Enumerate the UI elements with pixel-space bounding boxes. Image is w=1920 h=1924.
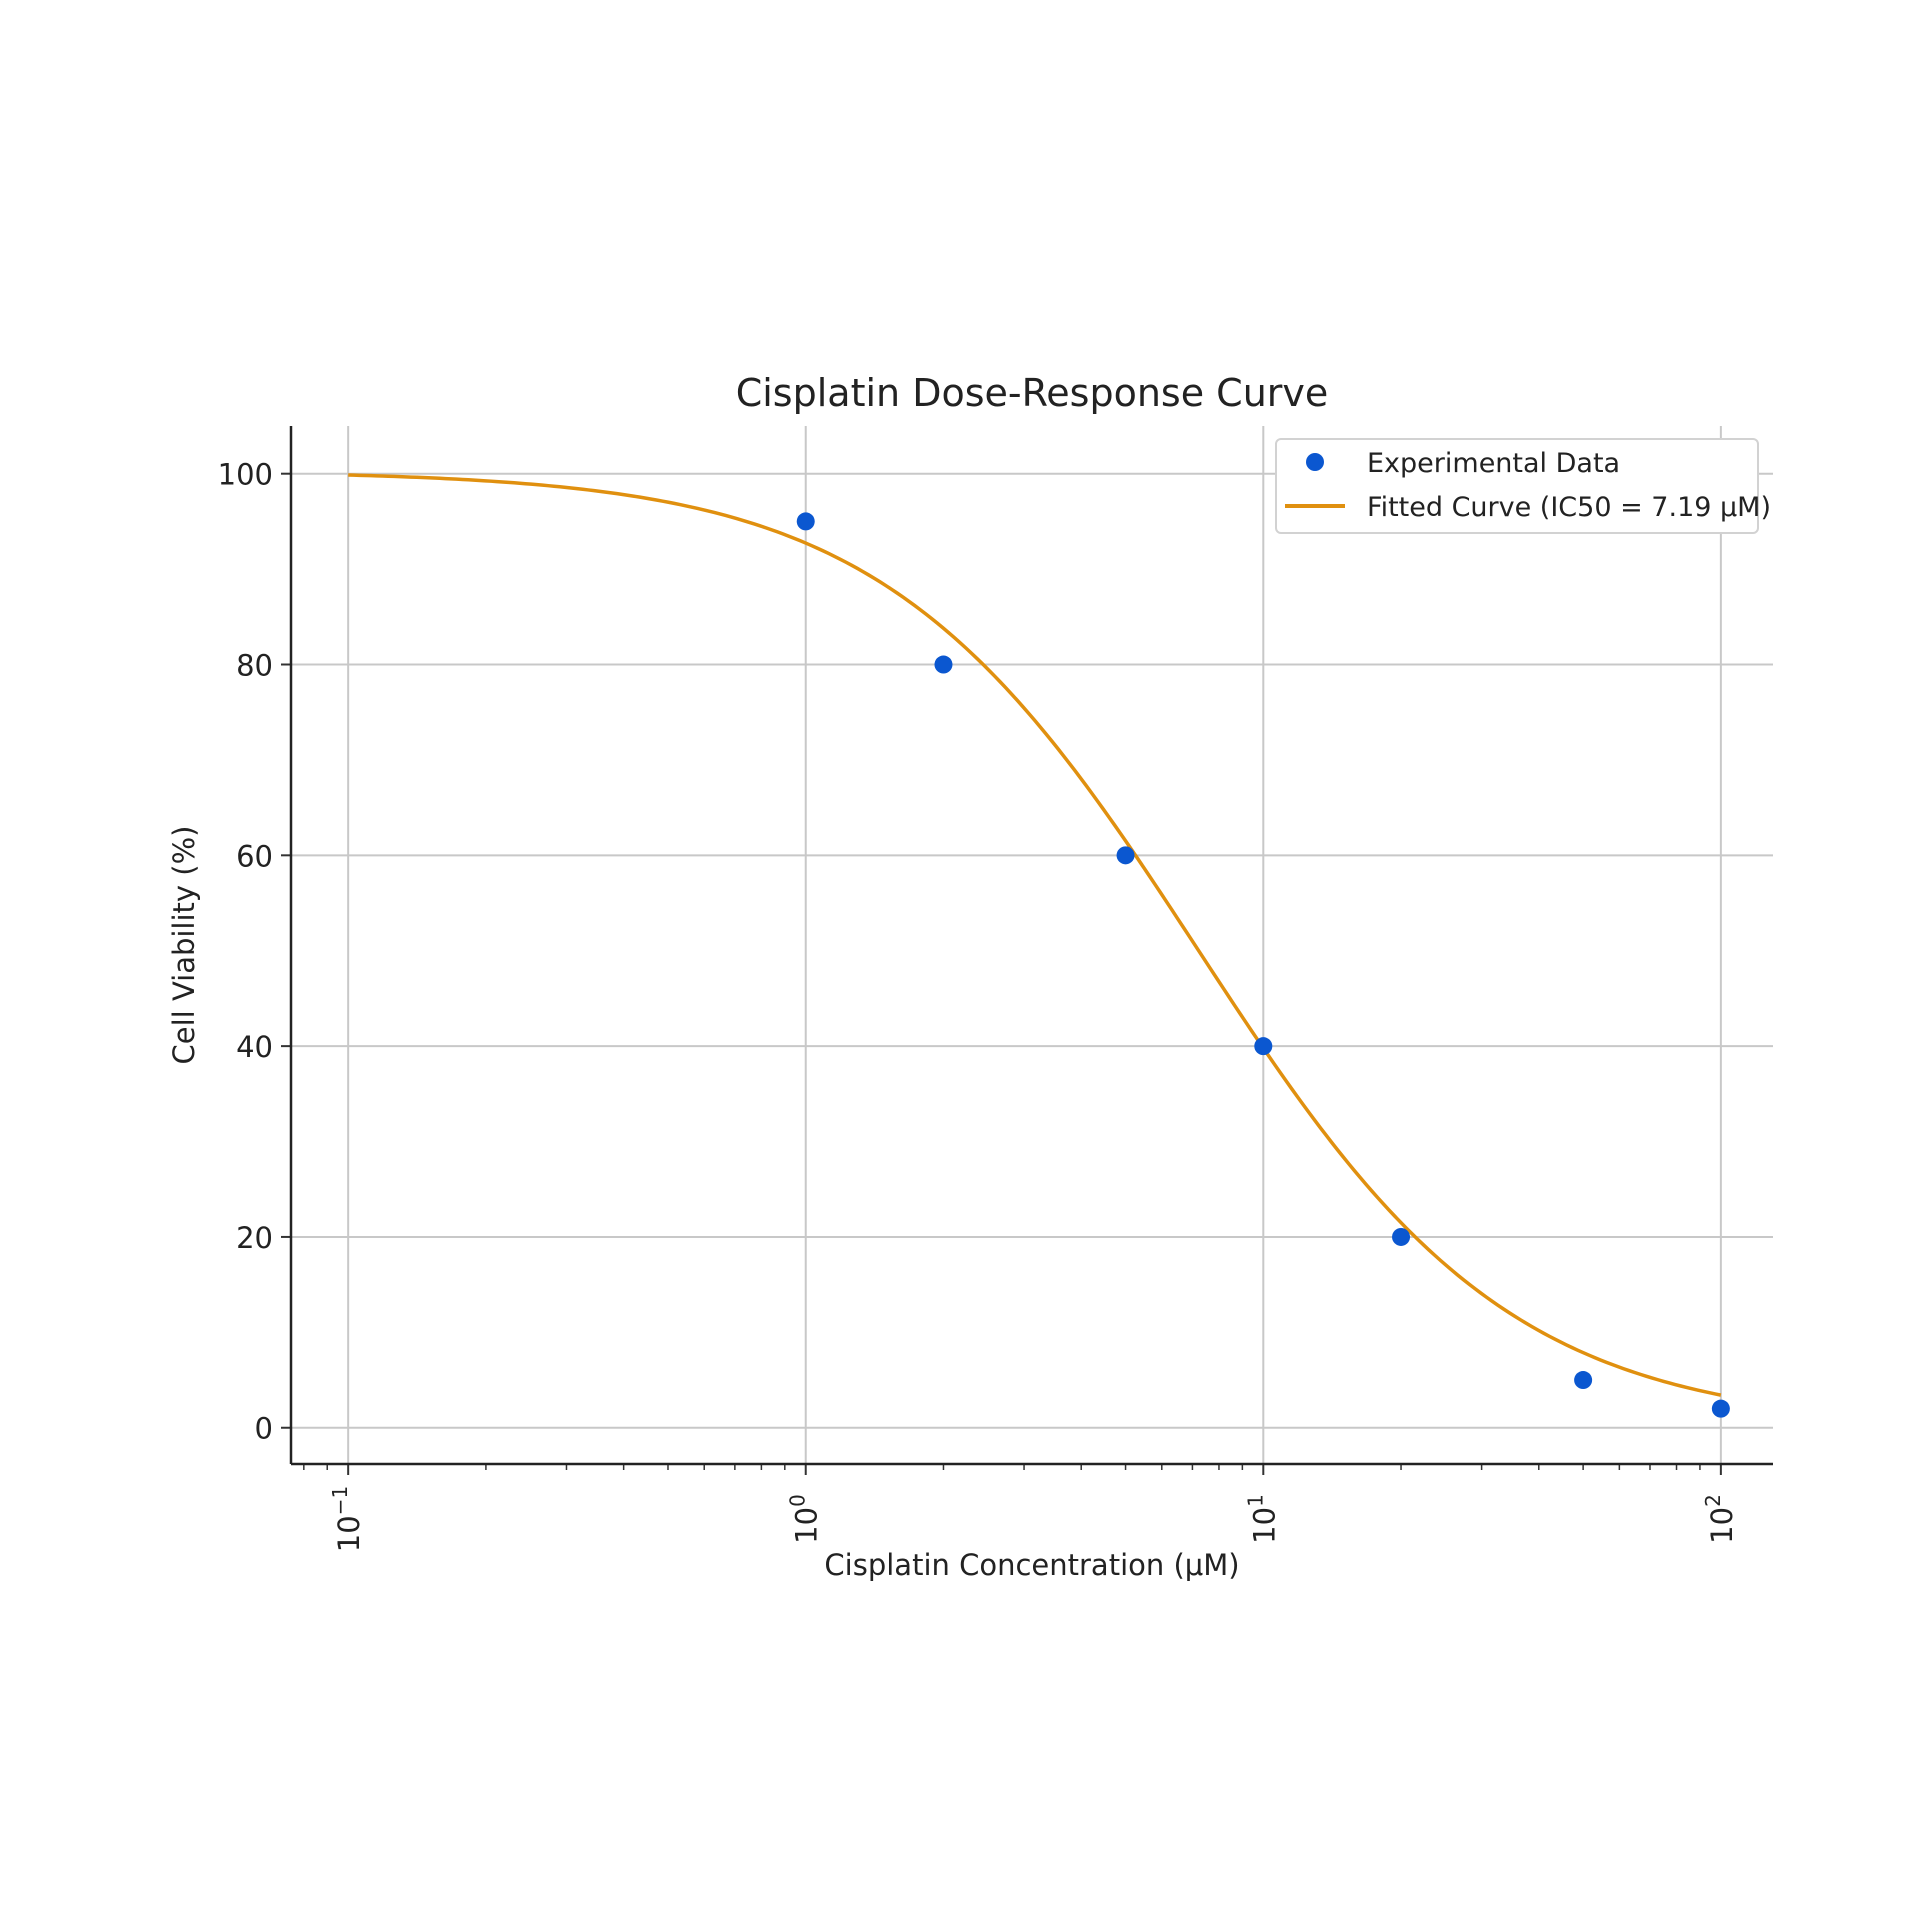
y-tick-label: 60 (236, 839, 273, 873)
y-tick-label: 20 (236, 1221, 273, 1255)
data-point (1254, 1037, 1273, 1056)
y-tick-label: 40 (236, 1030, 273, 1064)
x-tick-label: 101 (1243, 1494, 1281, 1544)
legend-marker-experimental-data (1306, 453, 1324, 471)
y-tick-label: 80 (236, 649, 273, 683)
data-point (1392, 1227, 1411, 1246)
legend-label-fitted-curve: Fitted Curve (IC50 = 7.19 μM) (1367, 492, 1771, 523)
data-point (1574, 1371, 1593, 1390)
x-tick-label: 102 (1701, 1494, 1739, 1544)
y-tick-label: 0 (255, 1412, 273, 1446)
y-axis-label: Cell Viability (%) (167, 826, 201, 1065)
x-axis-label: Cisplatin Concentration (μM) (824, 1548, 1239, 1582)
grid-layer (291, 426, 1773, 1464)
fitted-curve-line (348, 473, 1722, 1397)
data-point (934, 655, 953, 674)
chart-title: Cisplatin Dose-Response Curve (736, 371, 1329, 415)
y-tick-label: 100 (218, 458, 273, 492)
x-tick-label: 100 (786, 1494, 824, 1544)
axis-layer (281, 426, 1773, 1475)
curve-layer (348, 473, 1722, 1397)
points-layer (796, 512, 1730, 1418)
legend-label-experimental-data: Experimental Data (1367, 448, 1620, 479)
data-point (1116, 846, 1135, 865)
legend: Experimental Data Fitted Curve (IC50 = 7… (1275, 438, 1771, 534)
tick-label-layer: 0 20 40 60 80 100 10−1 100 101 102 (218, 458, 1739, 1552)
legend-box (1275, 438, 1759, 534)
data-point (1711, 1399, 1730, 1418)
data-point (796, 512, 815, 531)
x-tick-label: 10−1 (328, 1486, 366, 1552)
